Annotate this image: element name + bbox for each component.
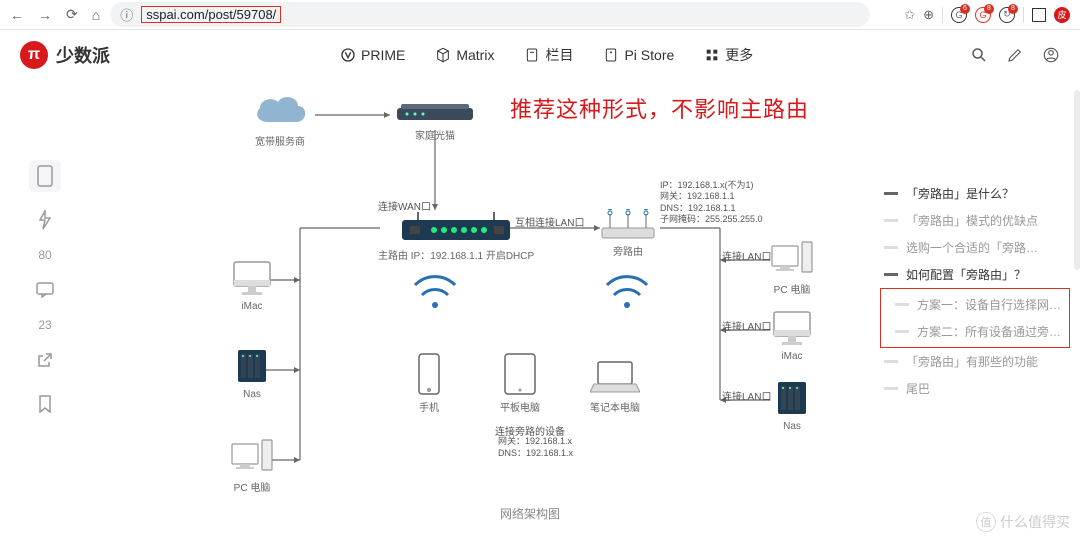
toc-item[interactable]: 方案一：设备自行选择网… [883,291,1067,318]
edit-icon[interactable] [1006,46,1024,64]
toc-item[interactable]: 「旁路由」是什么？ [880,180,1070,207]
toc-item-label: 「旁路由」有那些的功能 [906,353,1038,370]
toc-dash-icon [884,360,898,363]
comment-count: 23 [38,318,51,332]
prime-icon [340,47,356,63]
reload-button[interactable]: ⟳ [66,6,78,23]
more-icon [704,47,720,63]
device-icon[interactable] [29,160,61,192]
toc-dash-icon [895,303,909,306]
nav-matrix[interactable]: Matrix [435,47,494,63]
imac-icon: iMac [230,260,274,312]
wifi-main-icon [410,275,460,311]
lan-cross-label: 互相连接LAN口 [515,214,584,229]
site-logo[interactable]: π 少数派 [20,41,110,69]
like-count: 80 [38,248,51,262]
logo-icon: π [20,41,48,69]
user-icon[interactable] [1042,46,1060,64]
side-devices-info: 网关：192.168.1.x DNS：192.168.1.x [498,436,573,459]
browser-extensions: ✩ ⊕ G6 G8 ↻8 皮 [904,7,1070,23]
table-of-contents: 「旁路由」是什么？ 「旁路由」模式的优缺点选购一个合适的「旁路… 如何配置「旁路由」… [880,180,1070,402]
nas-right-icon: Nas [770,380,814,432]
share-icon[interactable] [29,344,61,376]
toc-dash-icon [884,387,898,390]
action-rail: 80 23 [20,160,70,420]
toc-item-label: 尾巴 [906,380,930,397]
translate-icon[interactable]: ⊕ [923,7,934,23]
pc-right-icon: PC 电脑 [770,240,814,296]
toc-item-label: 「旁路由」模式的优缺点 [906,212,1038,229]
laptop-icon: 笔记本电脑 [590,360,640,414]
back-button[interactable]: ← [10,7,24,23]
headline: 推荐这种形式，不影响主路由 [510,92,809,124]
toc-dash-icon [895,330,909,333]
toc-item[interactable]: 尾巴 [880,375,1070,402]
bookmark-rail-icon[interactable] [29,388,61,420]
lan-label-2: 连接LAN口 [722,318,771,333]
network-diagram: 推荐这种形式，不影响主路由 宽带服务商 家庭光猫 连接WAN口 主路由 IP：1… [120,80,840,520]
bookmark-icon[interactable]: ✩ [904,7,915,23]
column-icon [524,47,540,63]
toc-item-label: 「旁路由」是什么？ [906,185,1014,202]
pc-left-icon: PC 电脑 [230,438,274,494]
lan-label-1: 连接LAN口 [722,248,771,263]
forward-button[interactable]: → [38,7,52,23]
home-button[interactable]: ⌂ [92,7,100,23]
extension-icon[interactable]: G8 [975,7,991,23]
extension-icon[interactable]: G6 [951,7,967,23]
toc-item[interactable]: 「旁路由」有那些的功能 [880,348,1070,375]
toc-item-label: 如何配置「旁路由」？ [906,266,1026,283]
toc-dash-icon [884,192,898,195]
toc-dash-icon [884,246,898,249]
scrollbar[interactable] [1074,90,1080,270]
site-info-icon: ⓘ [120,5,133,24]
isp-cloud-icon: 宽带服务商 [250,90,310,148]
address-bar[interactable]: ⓘ sspai.com/post/59708/ [110,2,870,27]
toc-item-label: 选购一个合适的「旁路… [906,239,1038,256]
site-header: π 少数派 PRIME Matrix 栏目 Pi Store 更多 [0,30,1080,80]
comment-icon[interactable] [29,274,61,306]
logo-text: 少数派 [56,42,110,68]
diagram-caption: 网络架构图 [500,505,560,522]
extension-icon[interactable]: ↻8 [999,7,1015,23]
extension-square-icon[interactable] [1032,8,1046,22]
search-icon[interactable] [970,46,988,64]
lan-label-3: 连接LAN口 [722,388,771,403]
like-icon[interactable] [29,204,61,236]
watermark: 值 什么值得买 [976,512,1070,532]
side-router-icon: 旁路由 [598,206,658,258]
toc-item[interactable]: 如何配置「旁路由」？ [880,261,1070,288]
nas-icon: Nas [230,348,274,400]
url-text: sspai.com/post/59708/ [141,6,281,23]
nav-pistore[interactable]: Pi Store [603,47,674,63]
toc-item[interactable]: 「旁路由」模式的优缺点 [880,207,1070,234]
browser-toolbar: ← → ⟳ ⌂ ⓘ sspai.com/post/59708/ ✩ ⊕ G6 G… [0,0,1080,30]
toc-item[interactable]: 选购一个合适的「旁路… [880,234,1070,261]
side-router-info: IP：192.168.1.x(不为1) 网关：192.168.1.1 DNS：1… [660,180,763,225]
profile-icon[interactable]: 皮 [1054,7,1070,23]
phone-icon: 手机 [415,352,443,414]
toc-item-label: 方案二：所有设备通过旁… [917,323,1061,340]
nav-column[interactable]: 栏目 [524,45,573,65]
main-router-icon: 主路由 IP：192.168.1.1 开启DHCP [378,212,534,262]
wan-label: 连接WAN口 [378,198,431,213]
toc-item-label: 方案一：设备自行选择网… [917,296,1061,313]
toc-item[interactable]: 方案二：所有设备通过旁… [883,318,1067,345]
toc-dash-icon [884,219,898,222]
watermark-icon: 值 [976,512,996,532]
nav-prime[interactable]: PRIME [340,47,405,63]
modem-icon: 家庭光猫 [395,102,475,142]
imac-right-icon: iMac [770,310,814,362]
nav-more[interactable]: 更多 [704,45,753,65]
toc-dash-icon [884,273,898,276]
matrix-icon [435,47,451,63]
tablet-icon: 平板电脑 [500,352,540,414]
store-icon [603,47,619,63]
wifi-side-icon [602,275,652,311]
